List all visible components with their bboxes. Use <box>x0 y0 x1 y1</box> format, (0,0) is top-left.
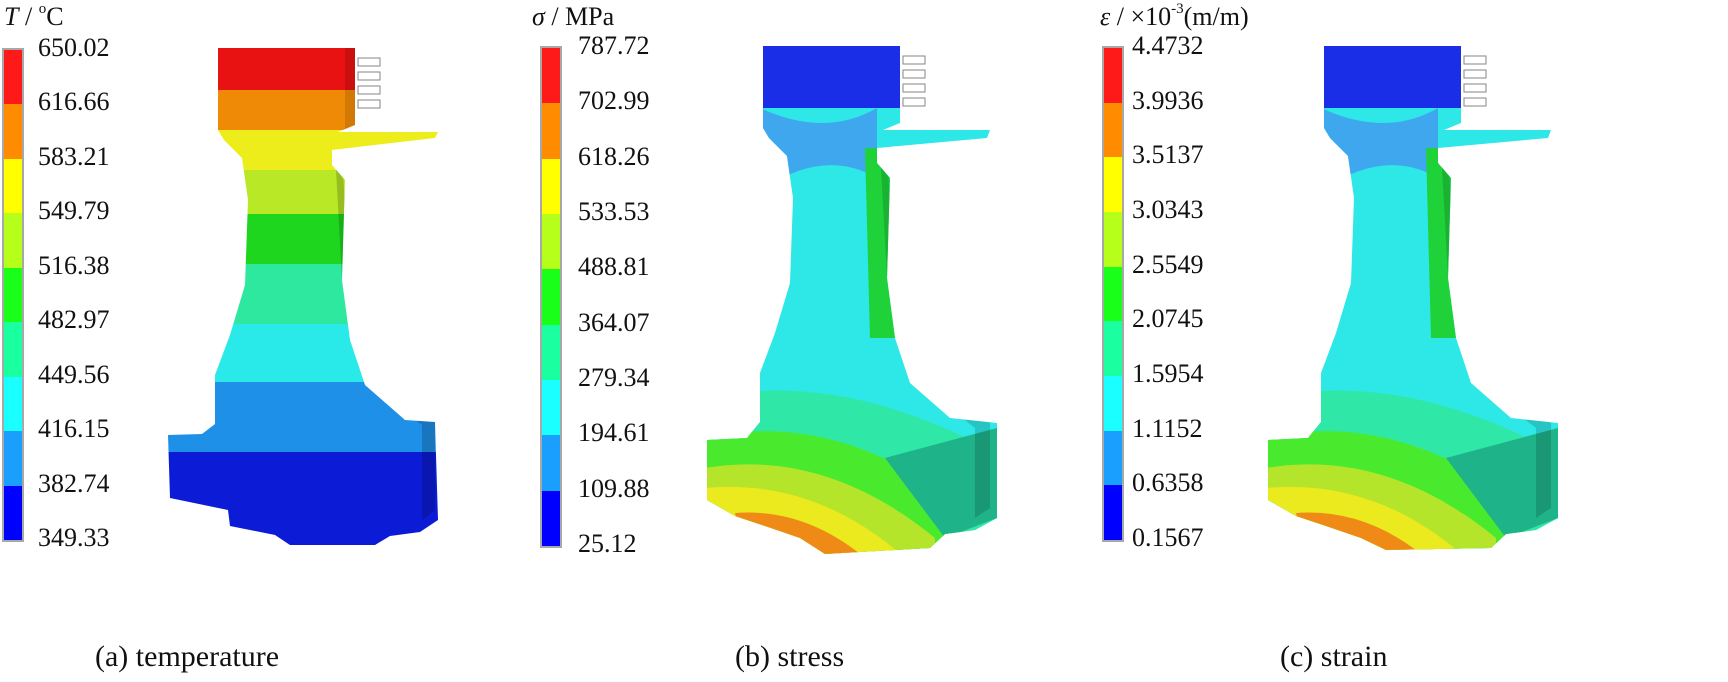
tick-label: 2.5549 <box>1132 249 1204 279</box>
tick-label: 1.5954 <box>1132 359 1204 388</box>
color-band <box>542 48 560 104</box>
tick-label: 3.9936 <box>1132 85 1204 115</box>
legend-unit-sup: o <box>38 1 47 18</box>
tick-label: 25.12 <box>578 529 637 558</box>
tick-label: 618.26 <box>578 141 650 171</box>
color-band <box>542 213 560 270</box>
legend-unit: MPa <box>565 2 615 31</box>
temperature-contour-model <box>168 48 438 545</box>
tick-label: 3.0343 <box>1132 195 1204 224</box>
color-band <box>542 379 560 436</box>
tick-label: 702.99 <box>578 86 650 116</box>
color-band <box>4 158 22 214</box>
color-band <box>1104 157 1122 212</box>
legend-unit: (m/m) <box>1183 2 1249 31</box>
color-band <box>1104 430 1122 486</box>
color-band <box>542 324 560 380</box>
color-band <box>542 435 560 491</box>
tick-label: 533.53 <box>578 197 650 226</box>
strain-contour-model <box>1268 46 1558 550</box>
color-band <box>4 485 22 540</box>
legend-title: σ / MPa <box>532 2 614 32</box>
tick-label: 449.56 <box>38 359 110 389</box>
tick-label: 0.6358 <box>1132 468 1204 498</box>
legend-unit-sup: -3 <box>1171 1 1184 18</box>
legend-unit: C <box>46 2 64 31</box>
color-band <box>4 104 22 159</box>
panel-stress: σ / MPa 787.72 702.99 618.26 533.53 488.81 36… <box>532 0 1140 682</box>
tick-label: 416.15 <box>38 414 110 444</box>
tick-label: 3.5137 <box>1132 140 1204 170</box>
legend-symbol: σ <box>532 2 545 31</box>
tick-label: 279.34 <box>578 363 650 392</box>
tick-label: 488.81 <box>578 252 650 282</box>
tick-label: 787.72 <box>578 31 650 60</box>
color-band <box>4 213 22 268</box>
color-band <box>542 103 560 159</box>
tick-label: 516.38 <box>38 250 110 280</box>
tick-label: 482.97 <box>38 305 110 335</box>
color-band <box>1104 485 1122 540</box>
color-band <box>4 431 22 486</box>
color-band <box>542 158 560 214</box>
color-scale-bar <box>540 46 562 548</box>
color-band <box>4 376 22 432</box>
legend-unit-prefix: / <box>18 2 39 31</box>
panel-strain: ε / ×10-3(m/m) 4.4732 3.9936 3.5137 3.0343 2… <box>1100 0 1728 682</box>
color-band <box>4 322 22 377</box>
tick-label: 1.1152 <box>1132 413 1203 443</box>
color-band <box>4 267 22 323</box>
color-band <box>1104 48 1122 103</box>
color-band <box>1104 375 1122 431</box>
legend-title: ε / ×10-3(m/m) <box>1100 1 1249 32</box>
legend-unit-prefix: / <box>544 2 566 31</box>
legend-unit-prefix: / ×10 <box>1110 2 1172 31</box>
tick-label: 4.4732 <box>1132 31 1204 60</box>
color-scale-bar <box>1102 46 1124 542</box>
caption-strain: (c) strain <box>1280 640 1388 673</box>
tick-label: 2.0745 <box>1132 304 1204 334</box>
color-band <box>1104 102 1122 158</box>
tick-label: 583.21 <box>38 141 110 171</box>
color-scale-bar <box>2 48 24 542</box>
tick-label: 549.79 <box>38 196 110 226</box>
legend-symbol: ε <box>1100 2 1111 31</box>
color-band <box>1104 266 1122 322</box>
stress-contour-model <box>707 46 997 554</box>
color-band <box>1104 321 1122 376</box>
tick-label: 109.88 <box>578 473 650 503</box>
tick-label: 349.33 <box>38 523 110 552</box>
panel-temperature: T / oC 650.02 616.66 583.21 549.79 516.38 482… <box>0 0 560 682</box>
color-band <box>1104 211 1122 267</box>
legend-title: T / oC <box>4 1 64 32</box>
tick-label: 616.66 <box>38 87 110 117</box>
tick-label: 194.61 <box>578 418 650 448</box>
caption-stress: (b) stress <box>735 640 845 673</box>
tick-label: 650.02 <box>38 33 110 62</box>
color-band <box>542 490 560 546</box>
tick-label: 382.74 <box>38 468 110 498</box>
legend-symbol: T <box>4 2 19 31</box>
color-band <box>4 50 22 105</box>
caption-temperature: (a) temperature <box>95 640 280 673</box>
color-band <box>542 269 560 325</box>
tick-label: 364.07 <box>578 307 650 337</box>
tick-label: 0.1567 <box>1132 523 1204 552</box>
